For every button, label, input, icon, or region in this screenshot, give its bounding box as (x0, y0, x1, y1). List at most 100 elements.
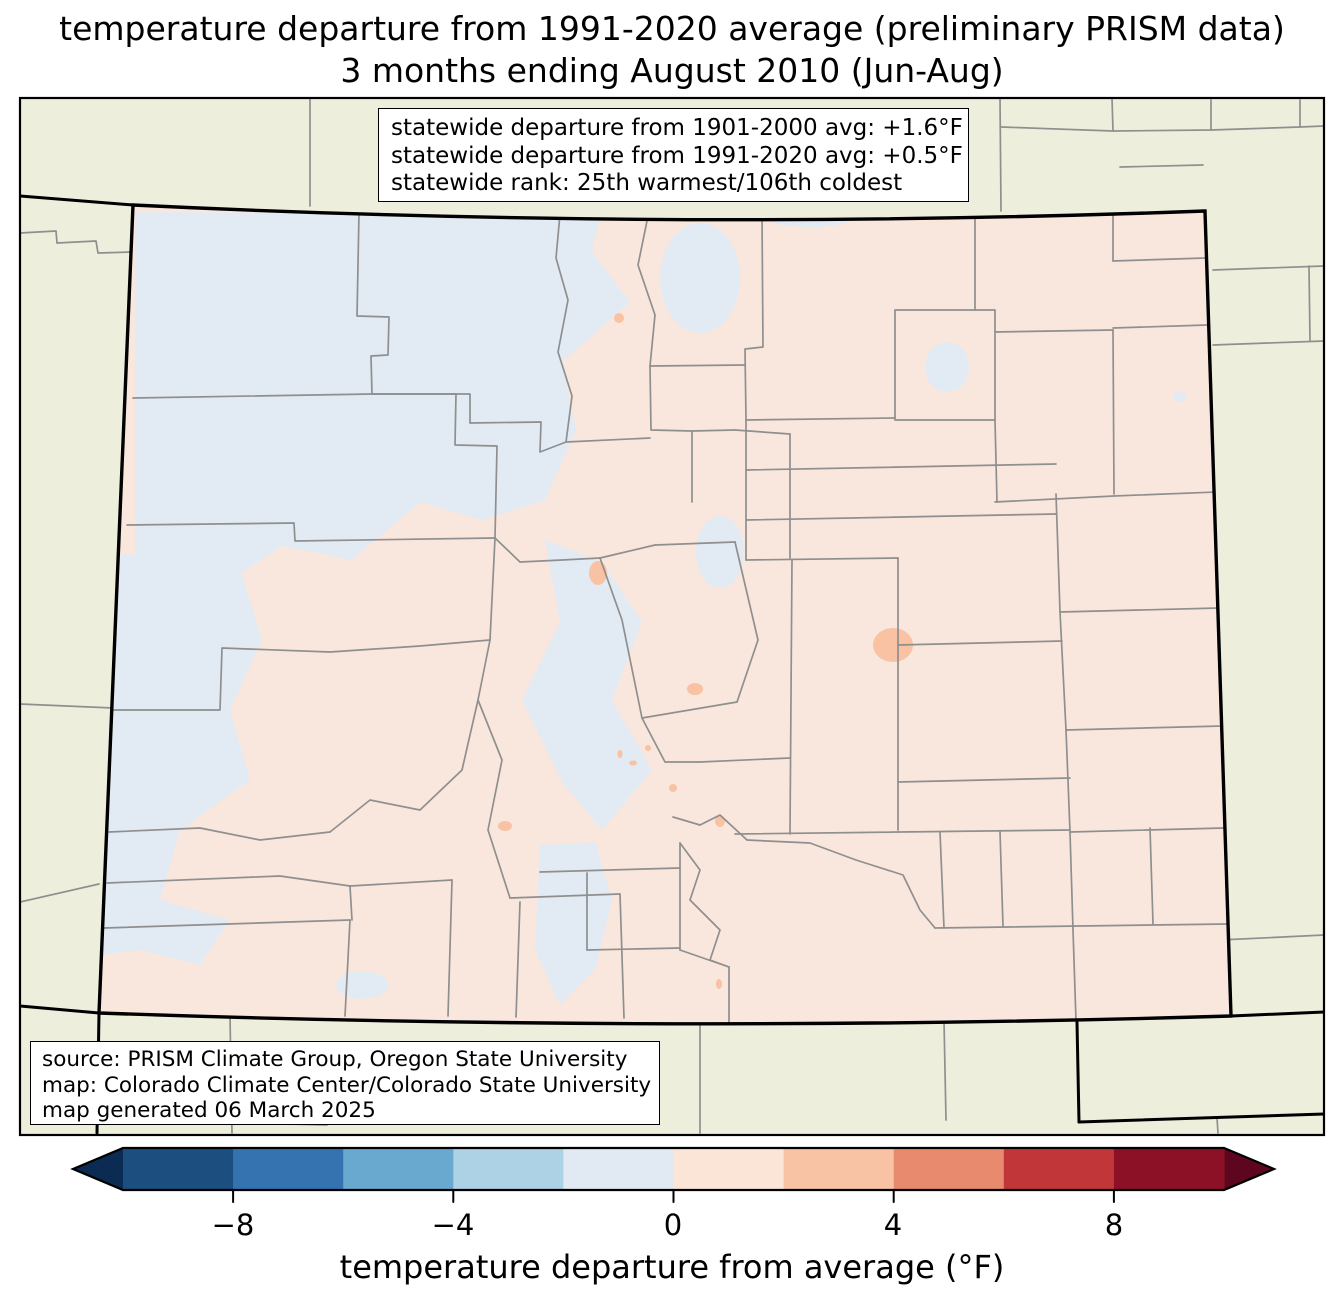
county-line (1065, 725, 1223, 731)
colorbar-tick-label: 8 (1104, 1208, 1124, 1242)
cool-anomaly-patch (135, 212, 630, 606)
county-line (103, 919, 351, 929)
county-line (619, 893, 625, 1019)
source-line-3: map generated 06 March 2025 (42, 1098, 376, 1123)
warm-anomaly-spot (716, 979, 722, 989)
warm-anomaly-spot (873, 628, 913, 662)
colorbar-under-arrow (73, 1148, 123, 1190)
neighbor-county-line (1000, 126, 1114, 132)
county-line (734, 429, 791, 435)
colorbar-segment (783, 1148, 895, 1190)
county-line (599, 557, 643, 719)
neighbor-county-line (1112, 125, 1324, 132)
colorbar-tick-label: −8 (211, 1208, 255, 1242)
county-line (106, 875, 351, 887)
county-line (349, 885, 353, 921)
county-line (994, 329, 1114, 333)
colorbar-segment (893, 1148, 1005, 1190)
neighbor-county-line (999, 98, 1002, 212)
warm-anomaly-spot (589, 561, 607, 585)
title-line-1: temperature departure from 1991-2020 ave… (59, 9, 1285, 48)
county-line (789, 559, 793, 835)
county-line (691, 429, 736, 432)
neighbor-county-line (1308, 265, 1311, 342)
stats-line-3: statewide rank: 25th warmest/106th colde… (391, 170, 903, 196)
colorbar-tick-label: 0 (663, 1208, 683, 1242)
county-line (126, 522, 496, 542)
county-line (745, 557, 899, 561)
county-line (586, 947, 681, 951)
county-line (1112, 257, 1206, 262)
county-line (565, 437, 651, 443)
county-line (744, 217, 764, 421)
colorbar-tick-marks (232, 1189, 1115, 1203)
county-line (494, 537, 601, 563)
colorbar-segment (1113, 1148, 1225, 1190)
county-line (641, 717, 791, 763)
county-line (329, 699, 479, 833)
county-line (999, 831, 1004, 927)
county-line (679, 949, 730, 968)
colorbar-segment (343, 1148, 454, 1190)
colorbar-segment (453, 1148, 564, 1190)
colorbar-segment (123, 1148, 234, 1190)
warm-anomaly-spot (669, 784, 677, 792)
neighbor-county-line (1219, 934, 1324, 941)
neighbor-state-border (1077, 1112, 1324, 1124)
county-line (489, 537, 496, 641)
county-line (344, 919, 351, 1017)
neighbor-county-line (20, 230, 132, 254)
colorbar-tick-label: 4 (883, 1208, 903, 1242)
county-line (745, 463, 1057, 471)
county-line (939, 831, 945, 929)
colorbar-segment (563, 1148, 675, 1190)
county-line (637, 215, 656, 367)
neighbor-county-line (1212, 265, 1324, 271)
warm-anomaly-spot (498, 821, 512, 831)
warm-anomaly-spot (687, 683, 703, 695)
statewide-stats-box: statewide departure from 1901-2000 avg: … (378, 108, 969, 202)
county-line (108, 827, 331, 841)
county-line (515, 901, 521, 1018)
county-line (649, 365, 693, 503)
neighbor-county-line (1212, 340, 1324, 346)
county-line (734, 829, 1071, 835)
stats-line-1: statewide departure from 1901-2000 avg: … (391, 115, 963, 141)
county-line (1112, 329, 1115, 495)
county-line (349, 879, 453, 887)
county-line (745, 417, 896, 421)
county-line (539, 867, 681, 873)
county-line (994, 419, 998, 503)
county-line (477, 639, 511, 899)
colorbar-segment (673, 1148, 785, 1190)
county-line (110, 639, 491, 711)
county-line (509, 893, 621, 899)
figure-title: temperature departure from 1991-2020 ave… (0, 8, 1344, 92)
county-line (1069, 827, 1225, 833)
neighbor-county-line (20, 883, 100, 903)
warm-anomaly-spot (645, 745, 651, 751)
neighbor-county-line (943, 1020, 947, 1121)
county-line (994, 491, 1218, 503)
county-line (1059, 611, 1067, 731)
county-line (1059, 607, 1221, 613)
county-line (745, 513, 1057, 521)
county-line (371, 393, 567, 453)
county-line (1065, 729, 1071, 833)
warm-anomaly-spot (614, 313, 624, 323)
cool-anomaly-patch (535, 842, 612, 1005)
county-boundaries (103, 211, 1228, 1024)
county-line (897, 640, 1063, 646)
colorbar-tick-label: −4 (431, 1208, 475, 1242)
county-line (447, 879, 453, 1017)
source-line-2: map: Colorado Climate Center/Colorado St… (42, 1072, 652, 1098)
map-frame (18, 96, 1326, 1137)
county-line (555, 213, 573, 443)
stats-line-2: statewide departure from 1991-2020 avg: … (391, 142, 963, 169)
county-line (649, 364, 746, 367)
neighbor-county-lines (20, 98, 1324, 1134)
cool-anomaly-patch (660, 223, 740, 333)
colorbar-segment (1003, 1148, 1115, 1190)
neighbor-county-line (1111, 98, 1114, 132)
